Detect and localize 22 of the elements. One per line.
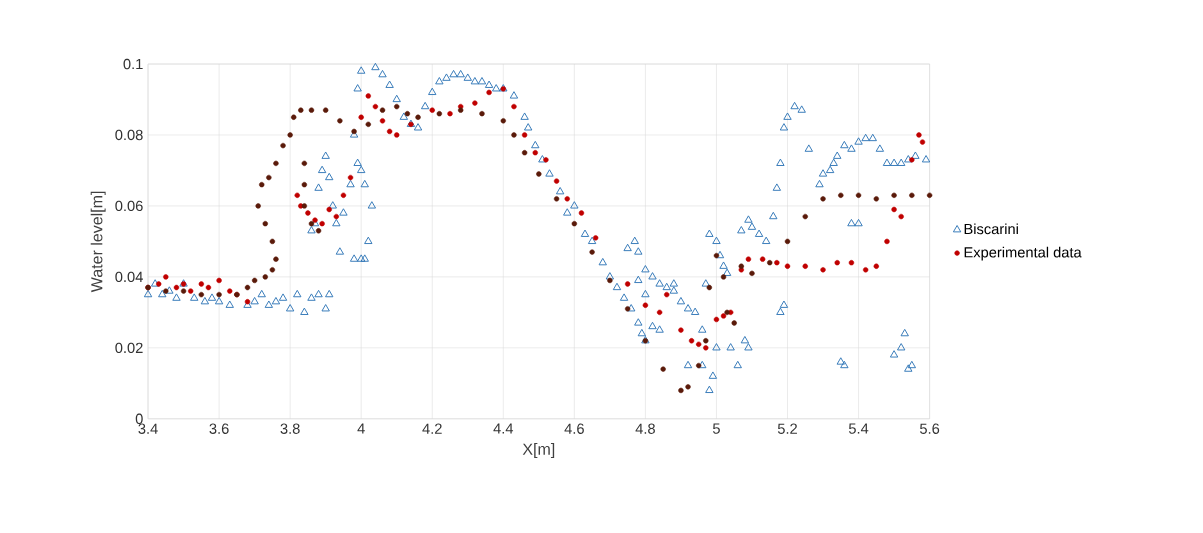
x-tick-label: 4.2 bbox=[422, 423, 442, 434]
x-axis-title: X[m] bbox=[522, 442, 555, 458]
x-tick-label: 4.8 bbox=[635, 423, 655, 434]
y-axis-title: Water level[m] bbox=[90, 191, 106, 292]
y-tick-label: 0.08 bbox=[115, 129, 143, 140]
x-tick-label: 4 bbox=[357, 423, 365, 434]
x-tick-label: 5.2 bbox=[777, 423, 797, 434]
x-tick-label: 3.4 bbox=[138, 423, 158, 434]
x-tick-label: 5.4 bbox=[848, 423, 869, 434]
legend-label: Biscarini bbox=[964, 223, 1018, 234]
y-tick-label: 0.04 bbox=[115, 271, 143, 282]
x-tick-label: 5 bbox=[712, 423, 720, 434]
y-tick-label: 0.06 bbox=[115, 200, 143, 211]
y-tick-label: 0.1 bbox=[123, 58, 143, 69]
x-tick-label: 4.6 bbox=[564, 423, 584, 434]
y-tick-label: 0 bbox=[135, 413, 143, 424]
legend-label: Experimental data bbox=[964, 246, 1082, 261]
x-tick-label: 3.6 bbox=[209, 423, 229, 434]
y-tick-label: 0.02 bbox=[115, 342, 143, 353]
x-tick-label: 5.6 bbox=[919, 423, 940, 434]
x-tick-label: 4.4 bbox=[493, 423, 514, 434]
x-tick-label: 3.8 bbox=[280, 423, 300, 434]
